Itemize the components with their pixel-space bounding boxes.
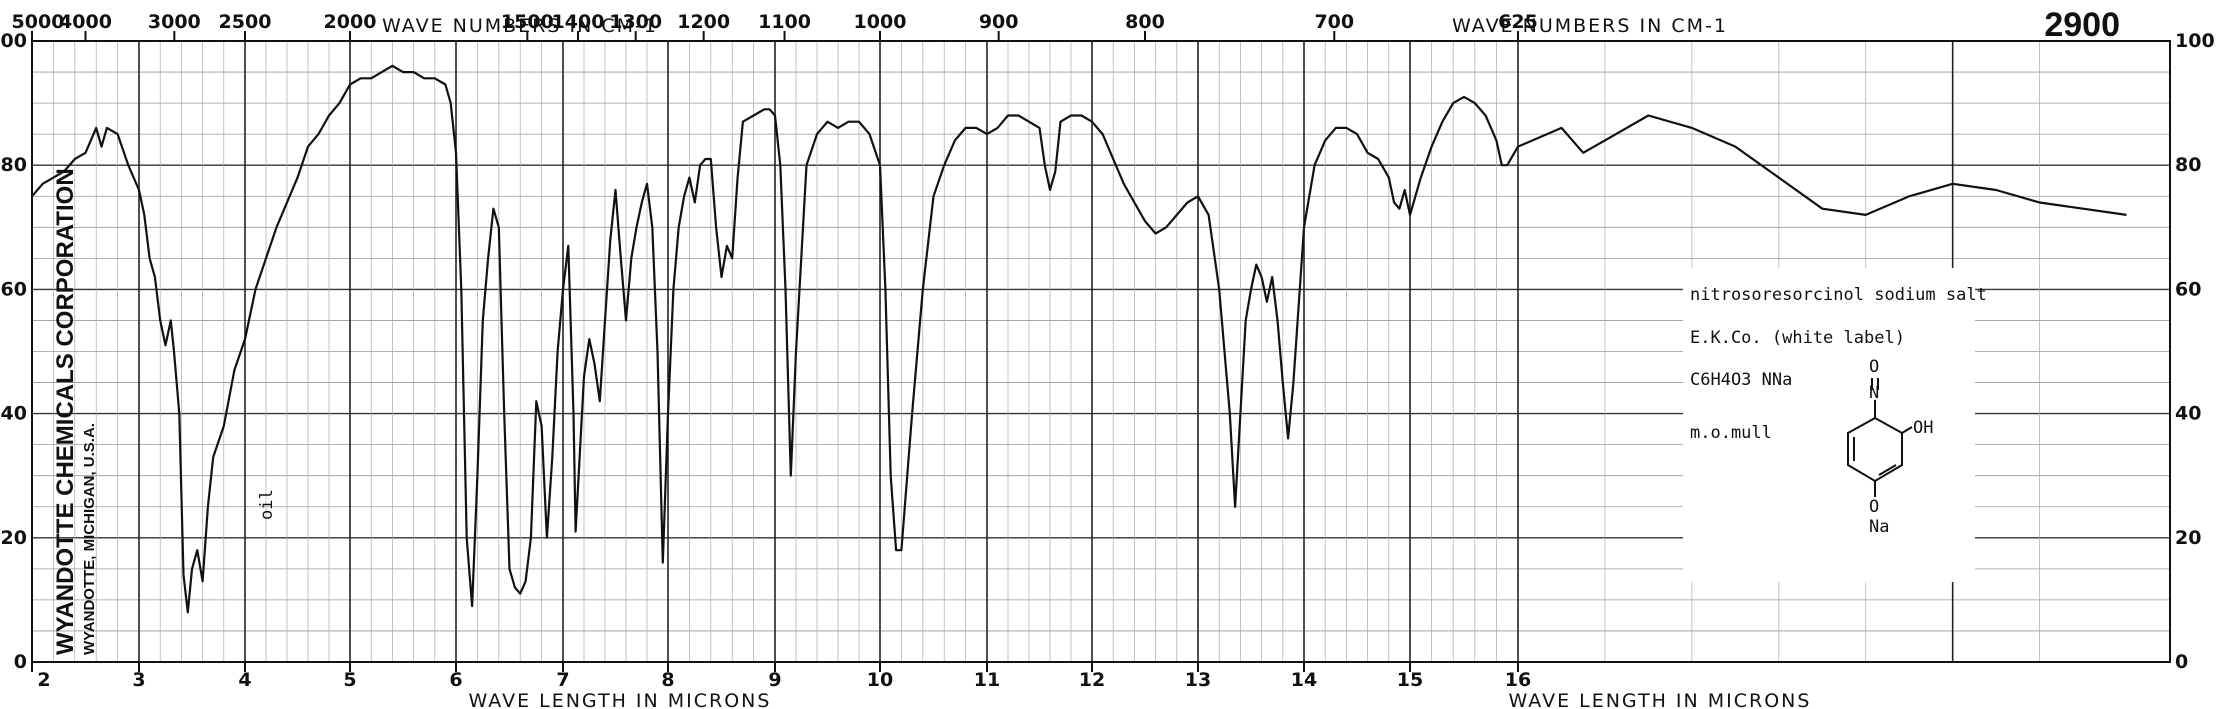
wavenumber-tick-label: 1100: [758, 11, 811, 33]
oh-bond: [1901, 426, 1913, 434]
x-tick-label: 15: [1397, 669, 1423, 691]
x-tick-label: 6: [449, 669, 462, 691]
x-tick-label: 16: [1505, 669, 1531, 691]
wavenumber-tick-label: 1200: [677, 11, 730, 33]
ring-double-bond-2: [1878, 464, 1897, 476]
x-tick-label: 13: [1185, 669, 1211, 691]
y-tick-label-left: 80: [1, 154, 27, 176]
x-tick-label: 4: [238, 669, 251, 691]
compound-name: nitrosoresorcinol sodium salt: [1690, 285, 1987, 305]
y-tick-label-right: 80: [2175, 154, 2201, 176]
y-tick-label-right: 0: [2175, 651, 2188, 673]
structure-oh: OH: [1913, 418, 1933, 438]
top-axis-title-left: WAVE NUMBERS IN CM-1: [382, 15, 658, 37]
sample-number: 2900: [2044, 6, 2120, 44]
wavenumber-tick-label: 800: [1125, 11, 1165, 33]
sample-info-box: nitrosoresorcinol sodium salt E.K.Co. (w…: [1683, 268, 1987, 582]
sample-source: E.K.Co. (white label): [1690, 328, 1905, 348]
plot-frame: [31, 40, 2171, 663]
y-tick-label-left: 60: [1, 278, 27, 300]
y-tick-label-left: 20: [1, 527, 27, 549]
wavenumber-tick-label: 2000: [324, 11, 377, 33]
top-axis-title-right: WAVE NUMBERS IN CM-1: [1452, 15, 1728, 37]
bottom-axis-title-left: WAVE LENGTH IN MICRONS: [469, 690, 772, 709]
company-name: WYANDOTTE CHEMICALS CORPORATION: [52, 168, 79, 655]
structure-o-bottom: O: [1869, 497, 1879, 517]
wavenumber-tick-label: 1300: [609, 11, 662, 33]
structure-diagram: O N OH O Na: [1847, 357, 1933, 537]
wavenumber-tick-label: 900: [979, 11, 1019, 33]
y-tick-label-left: 0: [14, 651, 27, 673]
y-tick-label-left: 100: [0, 30, 27, 52]
oil-annotation: oil: [257, 489, 277, 520]
structure-o-top: O: [1869, 357, 1879, 377]
bottom-axis-title-right: WAVE LENGTH IN MICRONS: [1509, 690, 1812, 709]
y-tick-label-right: 40: [2175, 403, 2201, 425]
chart-grid: [32, 41, 2170, 662]
sample-medium: m.o.mull: [1690, 423, 1772, 443]
wavenumber-tick-label: 5000: [12, 11, 65, 33]
x-tick-label: 9: [768, 669, 781, 691]
x-tick-label: 12: [1079, 669, 1105, 691]
company-location: WYANDOTTE, MICHIGAN, U.S.A.: [81, 423, 98, 655]
sample-info-background: [1683, 268, 1975, 582]
wavenumber-tick-label: 2500: [219, 11, 272, 33]
wavenumber-tick-label: 3000: [148, 11, 201, 33]
wavenumber-tick-label: 700: [1314, 11, 1354, 33]
x-tick-label: 3: [132, 669, 145, 691]
y-tick-label-right: 20: [2175, 527, 2201, 549]
y-tick-label-right: 100: [2175, 30, 2215, 52]
y-tick-label-right: 60: [2175, 278, 2201, 300]
x-tick-label: 14: [1291, 669, 1317, 691]
wavenumber-tick-label: 1400: [552, 11, 605, 33]
y-tick-label-left: 40: [1, 403, 27, 425]
company-branding: WYANDOTTE CHEMICALS CORPORATION WYANDOTT…: [52, 168, 98, 655]
molecular-formula: C6H4O3 NNa: [1690, 370, 1792, 390]
wavenumber-tick-label: 1500: [501, 11, 554, 33]
x-tick-label: 7: [556, 669, 569, 691]
x-tick-label: 10: [867, 669, 893, 691]
wavenumber-tick-label: 4000: [59, 11, 112, 33]
x-tick-label: 11: [974, 669, 1000, 691]
x-tick-label: 5: [343, 669, 356, 691]
wavenumber-tick-label: 625: [1498, 11, 1538, 33]
structure-n: N: [1869, 383, 1879, 403]
wavenumber-tick-label: 1000: [854, 11, 907, 33]
spectrum-line: [31, 64, 2127, 614]
x-tick-label: 2: [37, 669, 50, 691]
x-tick-label: 8: [661, 669, 674, 691]
structure-na: Na: [1869, 517, 1889, 537]
